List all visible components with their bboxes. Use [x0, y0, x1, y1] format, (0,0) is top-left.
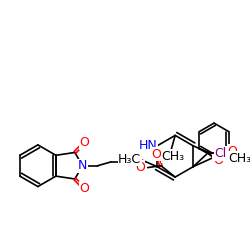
- Text: O: O: [80, 182, 89, 195]
- Text: H₃C: H₃C: [118, 152, 141, 166]
- Text: Cl: Cl: [214, 147, 227, 160]
- Text: CH₃: CH₃: [228, 152, 250, 165]
- Text: N: N: [78, 159, 87, 172]
- Text: O: O: [80, 136, 89, 149]
- Text: O: O: [119, 156, 129, 168]
- Text: HN: HN: [138, 139, 157, 152]
- Text: O: O: [151, 148, 161, 161]
- Text: CH₃: CH₃: [162, 150, 185, 163]
- Text: O: O: [227, 145, 237, 158]
- Text: O: O: [135, 161, 145, 174]
- Text: O: O: [213, 154, 223, 168]
